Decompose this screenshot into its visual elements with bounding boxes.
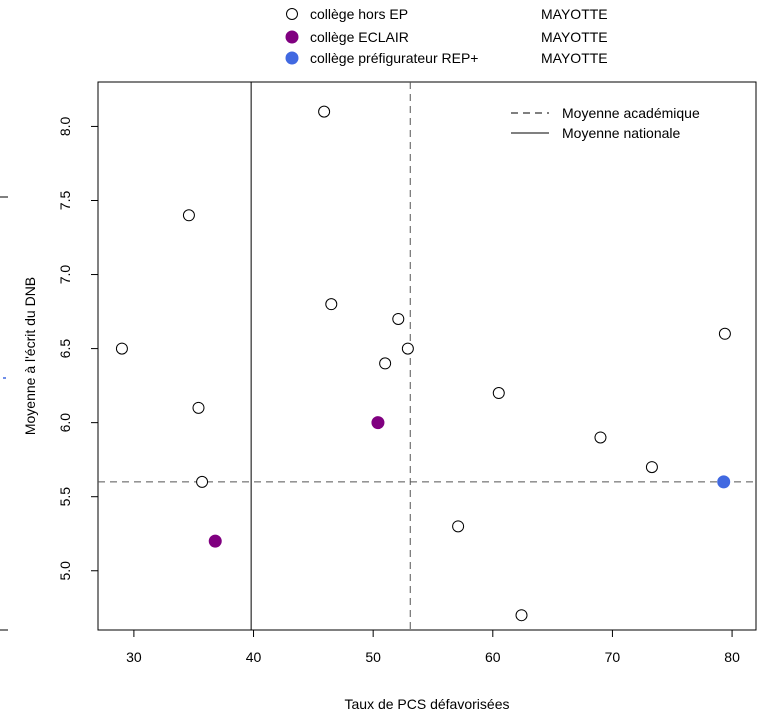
data-point-hors-ep xyxy=(401,342,414,355)
data-point-hors-ep xyxy=(515,609,528,622)
y-tick-label: 8.0 xyxy=(57,116,73,136)
legend-academy-eclair: MAYOTTE xyxy=(541,29,608,45)
legend-label-moyenne-academique: Moyenne académique xyxy=(562,105,700,121)
legend-label-eclair: collège ECLAIR xyxy=(310,29,409,45)
y-tick-label: 7.0 xyxy=(57,265,73,285)
data-point-rep-plus xyxy=(717,475,731,489)
data-point-hors-ep xyxy=(392,312,405,325)
y-tick-label: 6.0 xyxy=(57,413,73,433)
data-point-eclair xyxy=(371,416,385,430)
data-point-hors-ep xyxy=(594,431,607,444)
data-points xyxy=(115,105,731,622)
legend-label-hors-ep: collège hors EP xyxy=(310,6,408,22)
legend-label-moyenne-nationale: Moyenne nationale xyxy=(562,125,681,141)
data-point-hors-ep xyxy=(379,357,392,370)
legend-academy-rep-plus: MAYOTTE xyxy=(541,50,608,66)
x-axis: 30 40 50 60 70 80 xyxy=(126,630,740,665)
data-point-hors-ep xyxy=(196,475,209,488)
y-tick-label: 6.5 xyxy=(57,339,73,359)
data-point-hors-ep xyxy=(318,105,331,118)
data-point-hors-ep xyxy=(718,327,731,340)
x-axis-title: Taux de PCS défavorisées xyxy=(345,696,510,712)
y-axis-title: Moyenne à l'écrit du DNB xyxy=(22,277,38,435)
data-point-hors-ep xyxy=(452,520,465,533)
legend-open-circle-marker xyxy=(286,8,298,20)
y-tick-label: 5.0 xyxy=(57,561,73,581)
legend-blue-circle-marker xyxy=(285,51,299,65)
data-point-hors-ep xyxy=(492,387,505,400)
legend-academy-hors-ep: MAYOTTE xyxy=(541,6,608,22)
x-tick-label: 40 xyxy=(246,649,262,665)
top-legend: collège hors EP MAYOTTE collège ECLAIR M… xyxy=(285,6,608,66)
x-tick-label: 80 xyxy=(724,649,740,665)
legend-purple-circle-marker xyxy=(285,30,299,44)
y-tick-label: 5.5 xyxy=(57,487,73,507)
data-point-hors-ep xyxy=(192,401,205,414)
plot-frame xyxy=(97,81,757,631)
legend-label-rep-plus: collège préfigurateur REP+ xyxy=(310,50,479,66)
data-point-hors-ep xyxy=(645,461,658,474)
x-tick-label: 30 xyxy=(126,649,142,665)
y-axis: 5.0 5.5 6.0 6.5 7.0 7.5 8.0 xyxy=(57,116,98,580)
inset-legend: Moyenne académique Moyenne nationale xyxy=(511,105,700,141)
x-tick-label: 50 xyxy=(365,649,381,665)
data-point-hors-ep xyxy=(182,209,195,222)
data-point-hors-ep xyxy=(115,342,128,355)
y-tick-label: 7.5 xyxy=(57,191,73,211)
data-point-eclair xyxy=(208,534,222,548)
x-tick-label: 70 xyxy=(605,649,621,665)
x-tick-label: 60 xyxy=(485,649,501,665)
data-point-hors-ep xyxy=(325,298,338,311)
reference-lines xyxy=(98,82,756,630)
